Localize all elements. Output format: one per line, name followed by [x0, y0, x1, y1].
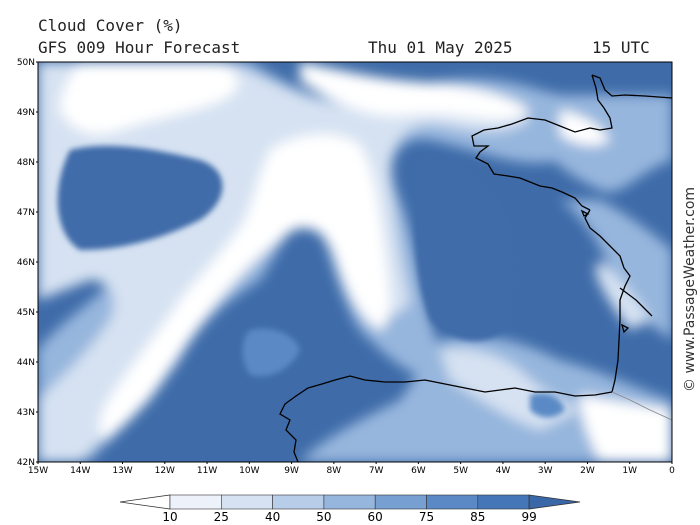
- colorbar-label-25: 25: [214, 510, 229, 524]
- lon-label-6w: 6W: [411, 466, 426, 476]
- cotentin-coast: [589, 74, 613, 131]
- spain-north-coast: [279, 375, 613, 462]
- lon-label-13w: 13W: [112, 466, 132, 476]
- belle-ile: [580, 209, 590, 217]
- gironde-estuary: [619, 287, 653, 317]
- colorbar-label-40: 40: [265, 510, 280, 524]
- lon-label-4w: 4W: [496, 466, 511, 476]
- forecast-subtitle: GFS 009 Hour Forecast: [38, 38, 241, 57]
- colorbar-label-60: 60: [368, 510, 383, 524]
- lat-label-42n: 42N: [17, 458, 35, 468]
- lon-label-8w: 8W: [327, 466, 342, 476]
- colorbar-segment: [272, 494, 325, 510]
- biscay-coast-france: [584, 209, 631, 393]
- longitude-labels: 15W 14W 13W 12W 11W 10W 9W 8W 7W 6W 5W 4W 3W 2W 1W 0: [28, 462, 675, 476]
- lat-label-50n: 50N: [17, 58, 35, 68]
- lat-label-49n: 49N: [17, 108, 35, 118]
- cloud-cover-colorbar: 10 25 40 50 60 75 85 99: [119, 494, 581, 524]
- lat-label-43n: 43N: [17, 408, 35, 418]
- colorbar-label-85: 85: [470, 510, 485, 524]
- lon-label-9w: 9W: [284, 466, 299, 476]
- colorbar-segment: [426, 494, 479, 510]
- latitude-labels: 50N 49N 48N 47N 46N 45N 44N 43N 42N: [17, 58, 38, 468]
- colorbar-segment: [169, 494, 222, 510]
- colorbar-label-50: 50: [316, 510, 331, 524]
- lon-label-2w: 2W: [580, 466, 595, 476]
- lon-label-12w: 12W: [155, 466, 175, 476]
- colorbar-segment: [374, 494, 427, 510]
- lat-label-45n: 45N: [17, 308, 35, 318]
- lat-label-47n: 47N: [17, 208, 35, 218]
- channel-coast: [591, 74, 672, 99]
- lat-label-46n: 46N: [17, 258, 35, 268]
- lon-label-10w: 10W: [239, 466, 259, 476]
- frontier-line: [611, 391, 672, 421]
- colorbar-segment: [221, 494, 273, 510]
- brittany-coast: [471, 117, 591, 211]
- watermark-text: © www.PassageWeather.com: [682, 187, 698, 392]
- lon-label-5w: 5W: [453, 466, 468, 476]
- colorbar-min-arrow: [119, 494, 171, 510]
- lon-label-15w: 15W: [28, 466, 48, 476]
- colorbar-label-99: 99: [521, 510, 536, 524]
- colorbar-segment: [477, 494, 530, 510]
- cloud-field: [38, 62, 672, 462]
- colorbar-segment: [323, 494, 376, 510]
- forecast-time: 15 UTC: [592, 38, 650, 57]
- colorbar-max-arrow: [528, 494, 581, 510]
- coastlines: [279, 74, 672, 462]
- lon-label-3w: 3W: [538, 466, 553, 476]
- oleron-island: [620, 323, 630, 334]
- lon-label-0: 0: [669, 466, 675, 476]
- colorbar-label-75: 75: [419, 510, 434, 524]
- lat-label-48n: 48N: [17, 158, 35, 168]
- lon-label-14w: 14W: [70, 466, 90, 476]
- map-title: Cloud Cover (%): [38, 16, 183, 35]
- lon-label-11w: 11W: [197, 466, 217, 476]
- forecast-date: Thu 01 May 2025: [368, 38, 513, 57]
- lon-label-7w: 7W: [369, 466, 384, 476]
- lat-label-44n: 44N: [17, 358, 35, 368]
- lon-label-1w: 1W: [622, 466, 637, 476]
- colorbar-label-10: 10: [162, 510, 177, 524]
